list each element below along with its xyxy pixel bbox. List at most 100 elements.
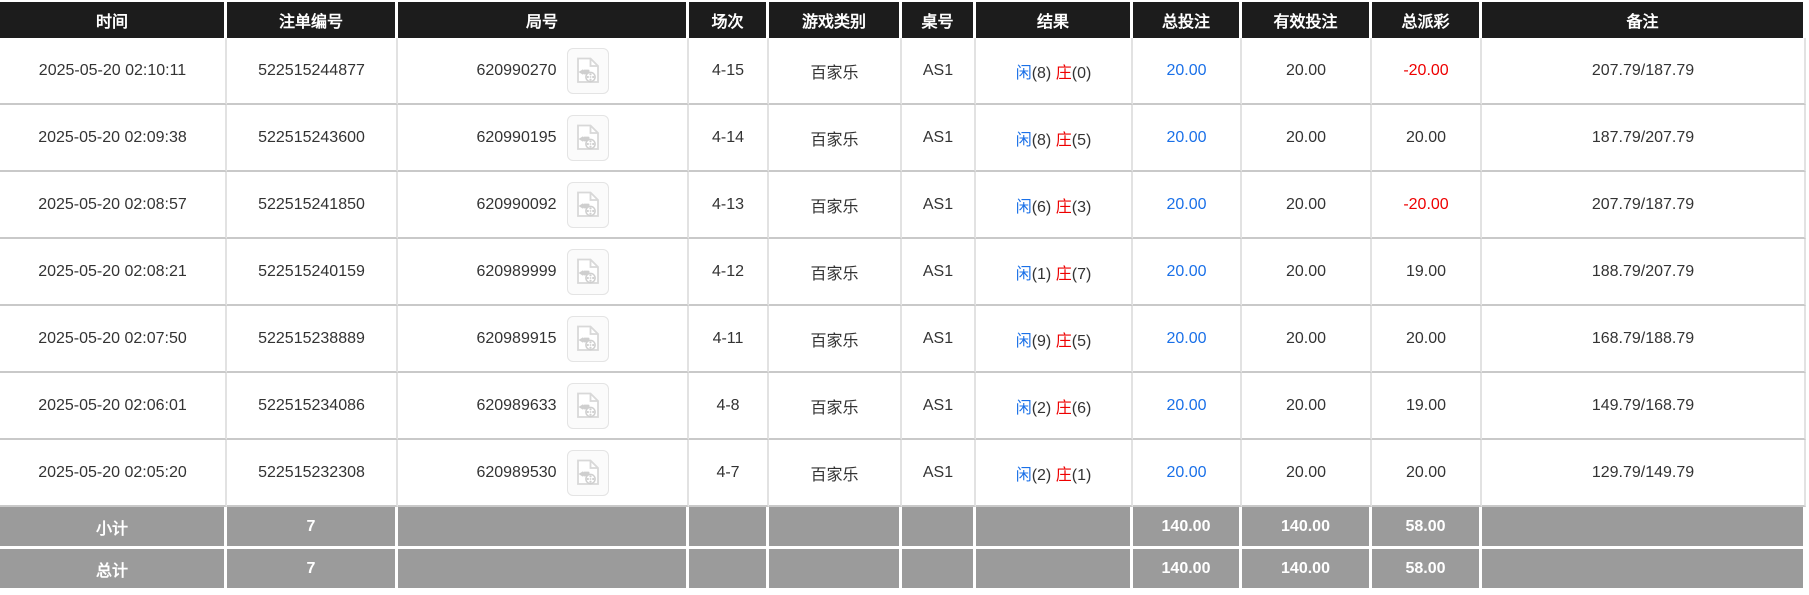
- summary-total-bet: 140.00: [1133, 549, 1242, 591]
- column-header-remark: 备注: [1482, 2, 1806, 38]
- cell-table-no: AS1: [902, 38, 976, 105]
- table-row: 2025-05-20 02:05:20 522515232308 620989530…: [0, 440, 1806, 507]
- cell-session: 4-7: [689, 440, 769, 507]
- video-replay-button[interactable]: [566, 449, 609, 496]
- result-banker-label: 庄: [1055, 198, 1072, 216]
- video-replay-button[interactable]: [566, 47, 609, 94]
- cell-time: 2025-05-20 02:05:20: [0, 440, 227, 507]
- cell-time: 2025-05-20 02:10:11: [0, 38, 227, 105]
- result-player-label: 闲: [1015, 64, 1032, 82]
- cell-total-bet: 20.00: [1133, 373, 1242, 440]
- total-bet-link[interactable]: 20.00: [1166, 61, 1207, 79]
- round-id-group: 620990092: [476, 181, 609, 228]
- column-header-bet_id: 注单编号: [227, 2, 398, 38]
- cell-round-id: 620989633: [398, 373, 689, 440]
- summary-empty-cell: [769, 507, 902, 549]
- summary-valid-bet: 140.00: [1242, 549, 1372, 591]
- cell-total-bet: 20.00: [1133, 38, 1242, 105]
- total-bet-link[interactable]: 20.00: [1166, 396, 1207, 414]
- summary-label: 小计: [0, 507, 227, 549]
- result-player-points: (9): [1031, 332, 1052, 350]
- result-banker-points: (5): [1071, 332, 1092, 350]
- column-header-game: 游戏类别: [769, 2, 902, 38]
- table-row: 2025-05-20 02:10:11 522515244877 620990270…: [0, 38, 1806, 105]
- round-id-group: 620989999: [476, 248, 609, 295]
- video-replay-button[interactable]: [566, 382, 609, 429]
- cell-time: 2025-05-20 02:08:21: [0, 239, 227, 306]
- cell-result: 闲(9) 庄(5): [976, 306, 1133, 373]
- total-bet-link[interactable]: 20.00: [1166, 329, 1207, 347]
- result-player-label: 闲: [1015, 198, 1032, 216]
- cell-remark: 149.79/168.79: [1482, 373, 1806, 440]
- result-banker-label: 庄: [1055, 332, 1072, 350]
- cell-payout: 20.00: [1372, 306, 1482, 373]
- total-bet-link[interactable]: 20.00: [1166, 128, 1207, 146]
- video-replay-button[interactable]: [566, 248, 609, 295]
- cell-time: 2025-05-20 02:06:01: [0, 373, 227, 440]
- cell-bet-id: 522515232308: [227, 440, 398, 507]
- cell-result: 闲(2) 庄(1): [976, 440, 1133, 507]
- summary-count: 7: [227, 507, 398, 549]
- cell-remark: 187.79/207.79: [1482, 105, 1806, 172]
- table-row: 2025-05-20 02:08:21 522515240159 620989999…: [0, 239, 1806, 306]
- cell-time: 2025-05-20 02:08:57: [0, 172, 227, 239]
- result-banker-label: 庄: [1055, 466, 1072, 484]
- cell-remark: 207.79/187.79: [1482, 172, 1806, 239]
- summary-empty-cell: [976, 549, 1133, 591]
- result-player-label: 闲: [1015, 399, 1032, 417]
- summary-empty-cell: [769, 549, 902, 591]
- summary-empty-cell: [689, 549, 769, 591]
- video-replay-icon: [576, 392, 599, 418]
- cell-total-bet: 20.00: [1133, 172, 1242, 239]
- column-header-table_no: 桌号: [902, 2, 976, 38]
- cell-valid-bet: 20.00: [1242, 373, 1372, 440]
- video-replay-icon: [576, 191, 599, 217]
- video-replay-button[interactable]: [566, 181, 609, 228]
- summary-empty-cell: [398, 507, 689, 549]
- round-id-value: 620989999: [476, 262, 557, 280]
- round-id-value: 620990270: [476, 61, 557, 79]
- result-banker-points: (7): [1071, 265, 1092, 283]
- cell-valid-bet: 20.00: [1242, 239, 1372, 306]
- result-player-label: 闲: [1015, 332, 1032, 350]
- cell-table-no: AS1: [902, 306, 976, 373]
- total-bet-link[interactable]: 20.00: [1166, 262, 1207, 280]
- column-header-valid_bet: 有效投注: [1242, 2, 1372, 38]
- round-id-group: 620989915: [476, 315, 609, 362]
- result-player-points: (2): [1031, 399, 1052, 417]
- result-player-points: (8): [1031, 64, 1052, 82]
- cell-bet-id: 522515240159: [227, 239, 398, 306]
- round-id-value: 620989633: [476, 396, 557, 414]
- total-bet-link[interactable]: 20.00: [1166, 463, 1207, 481]
- video-replay-icon: [576, 124, 599, 150]
- cell-round-id: 620989915: [398, 306, 689, 373]
- cell-table-no: AS1: [902, 373, 976, 440]
- video-replay-button[interactable]: [566, 315, 609, 362]
- video-replay-button[interactable]: [566, 114, 609, 161]
- total-bet-link[interactable]: 20.00: [1166, 195, 1207, 213]
- cell-remark: 207.79/187.79: [1482, 38, 1806, 105]
- summary-empty-cell: [1482, 507, 1806, 549]
- cell-table-no: AS1: [902, 172, 976, 239]
- cell-table-no: AS1: [902, 105, 976, 172]
- cell-payout: 20.00: [1372, 440, 1482, 507]
- result-banker-points: (5): [1071, 131, 1092, 149]
- summary-valid-bet: 140.00: [1242, 507, 1372, 549]
- cell-bet-id: 522515244877: [227, 38, 398, 105]
- result-banker-points: (3): [1071, 198, 1092, 216]
- column-header-total_bet: 总投注: [1133, 2, 1242, 38]
- column-header-time: 时间: [0, 2, 227, 38]
- cell-game-type: 百家乐: [769, 440, 902, 507]
- result-banker-points: (1): [1071, 466, 1092, 484]
- cell-remark: 188.79/207.79: [1482, 239, 1806, 306]
- round-id-value: 620989530: [476, 463, 557, 481]
- cell-time: 2025-05-20 02:07:50: [0, 306, 227, 373]
- cell-session: 4-11: [689, 306, 769, 373]
- summary-total-bet: 140.00: [1133, 507, 1242, 549]
- result-banker-label: 庄: [1055, 64, 1072, 82]
- round-id-group: 620989530: [476, 449, 609, 496]
- cell-result: 闲(8) 庄(0): [976, 38, 1133, 105]
- summary-label: 总计: [0, 549, 227, 591]
- cell-session: 4-14: [689, 105, 769, 172]
- video-replay-icon: [576, 325, 599, 351]
